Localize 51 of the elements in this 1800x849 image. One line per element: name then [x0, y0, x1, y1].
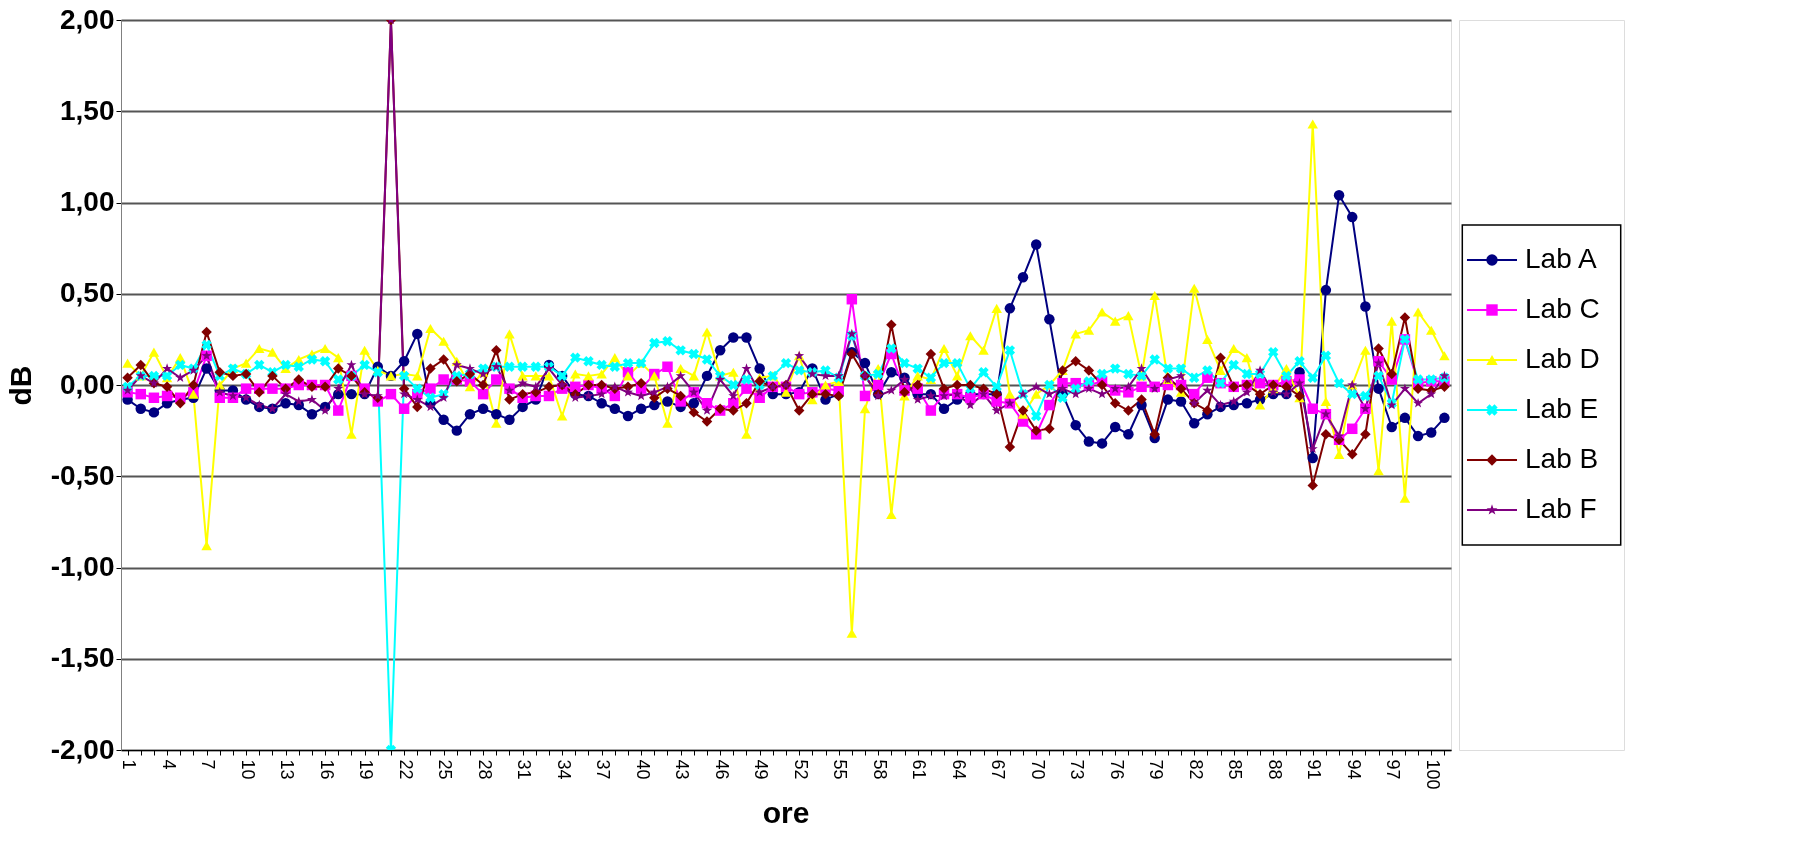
x-tick-label: 25: [435, 759, 456, 780]
x-tick-label: 100: [1422, 759, 1443, 790]
x-tick-label: 94: [1343, 759, 1364, 780]
x-tick-label: 55: [830, 759, 851, 780]
x-tick-label: 46: [711, 759, 732, 780]
x-tick-label: 61: [909, 759, 930, 780]
x-tick-label: 16: [316, 759, 337, 780]
x-tick-label: 91: [1304, 759, 1325, 780]
y-tick-label: -2,00: [50, 733, 115, 765]
legend-label: Lab A: [1525, 243, 1597, 274]
x-tick-label: 37: [593, 759, 614, 780]
x-tick-label: 49: [751, 759, 772, 780]
y-tick-label: 1,50: [60, 94, 115, 126]
y-axis-title: dB: [3, 365, 37, 406]
x-tick-label: 64: [948, 759, 969, 780]
x-tick-label: 28: [474, 759, 495, 780]
x-axis-title: ore: [762, 796, 810, 830]
x-tick-label: 4: [158, 759, 179, 770]
x-tick-label: 70: [1027, 759, 1048, 780]
x-tick-label: 58: [869, 759, 890, 780]
x-tick-label: 1: [119, 759, 140, 770]
y-tick-label: -1,50: [50, 642, 115, 674]
x-tick-label: 52: [790, 759, 811, 780]
legend-label: Lab F: [1525, 493, 1597, 524]
x-tick-label: 79: [1146, 759, 1167, 780]
x-tick-label: 43: [672, 759, 693, 780]
y-tick-label: 2,00: [60, 3, 115, 35]
legend-label: Lab C: [1525, 293, 1600, 324]
x-tick-label: 19: [356, 759, 377, 780]
legend-label: Lab E: [1525, 393, 1599, 424]
x-tick-label: 88: [1264, 759, 1285, 780]
x-tick-label: 82: [1185, 759, 1206, 780]
legend-label: Lab B: [1525, 443, 1599, 474]
y-tick-label: -1,00: [50, 551, 115, 582]
x-tick-label: 13: [277, 759, 298, 780]
x-tick-label: 10: [237, 759, 258, 780]
x-tick-label: 7: [198, 759, 219, 770]
x-tick-label: 22: [395, 759, 416, 780]
x-tick-label: 31: [514, 759, 535, 780]
x-tick-label: 40: [632, 759, 653, 780]
x-tick-label: 97: [1383, 759, 1404, 780]
x-tick-label: 76: [1106, 759, 1127, 780]
y-tick-label: -0,50: [50, 459, 115, 491]
x-tick-label: 34: [553, 759, 574, 780]
x-tick-label: 73: [1067, 759, 1088, 780]
y-tick-label: 0,00: [60, 368, 115, 400]
y-tick-label: 0,50: [60, 277, 115, 309]
x-tick-label: 85: [1225, 759, 1246, 780]
y-tick-label: 1,00: [60, 186, 115, 217]
legend-label: Lab D: [1525, 343, 1600, 374]
x-tick-label: 67: [988, 759, 1009, 780]
